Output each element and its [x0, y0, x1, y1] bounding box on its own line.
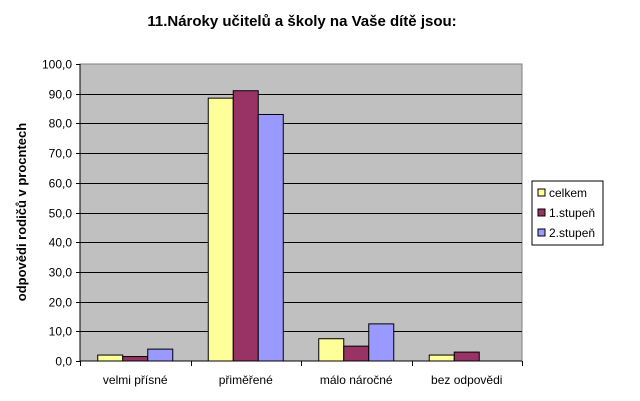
- bars: [97, 90, 480, 362]
- bar: [318, 338, 345, 362]
- y-tick-label: 70,0: [49, 147, 73, 161]
- grid-lines: [80, 94, 522, 332]
- x-tick-label: málo náročné: [320, 373, 393, 387]
- y-axis-label: odpovědi rodičů v procntech: [14, 123, 29, 301]
- x-tick-label: velmi přísné: [103, 373, 168, 387]
- legend-label: celkem: [549, 186, 587, 200]
- legend-label: 1.stupeň: [549, 206, 595, 220]
- y-axis: 0,0 10,0 20,0 30,0 40,0 50,0 60,0 70,0 80,0 90,0 1…: [42, 58, 81, 369]
- legend-swatch: [537, 208, 546, 217]
- bar: [207, 97, 234, 362]
- y-tick-label: 40,0: [49, 236, 73, 250]
- bar: [122, 356, 149, 362]
- x-axis: velmi přísné přiměřené málo náročné bez odp…: [80, 360, 523, 387]
- plot-area: [79, 63, 523, 362]
- y-tick-label: 60,0: [49, 177, 73, 191]
- y-tick-label: 20,0: [49, 296, 73, 310]
- y-tick-label: 50,0: [49, 207, 73, 221]
- y-tick-label: 90,0: [49, 88, 73, 102]
- legend-swatch: [537, 228, 546, 237]
- x-tick-label: bez odpovědi: [431, 373, 502, 387]
- y-tick-label: 80,0: [49, 117, 73, 131]
- bar: [257, 113, 284, 362]
- y-tick-label: 0,0: [55, 355, 72, 369]
- legend-swatch: [537, 188, 546, 197]
- bar: [453, 351, 480, 362]
- bar: [343, 345, 370, 362]
- bar: [97, 354, 124, 362]
- legend-label: 2.stupeň: [549, 226, 595, 240]
- x-tick-label: přiměřené: [219, 373, 273, 387]
- bar: [428, 354, 455, 362]
- y-tick-label: 100,0: [42, 58, 72, 72]
- bar: [368, 323, 395, 362]
- bar: [147, 348, 174, 362]
- bar: [232, 90, 259, 362]
- y-tick-label: 30,0: [49, 266, 73, 280]
- chart-title: 11.Nároky učitelů a školy na Vaše dítě j…: [147, 13, 456, 30]
- legend: celkem 1.stupeň 2.stupeň: [531, 180, 604, 246]
- y-tick-label: 10,0: [49, 325, 73, 339]
